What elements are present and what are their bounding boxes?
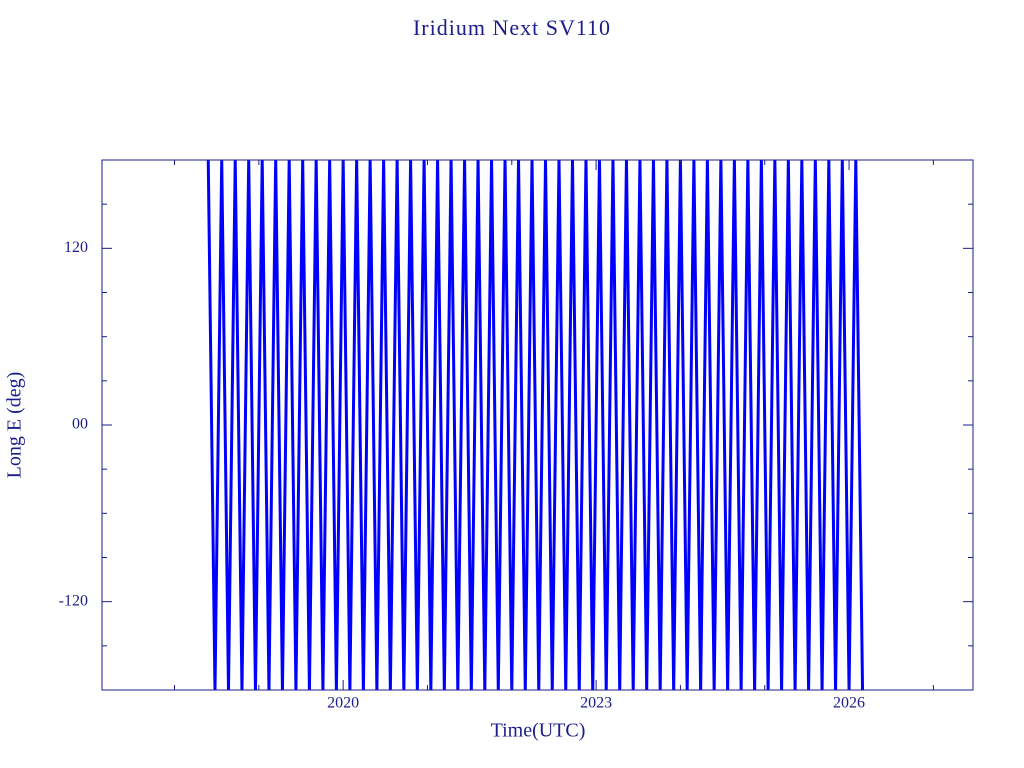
y-axis-label: Long E (deg) xyxy=(4,372,26,479)
chart-title: Iridium Next SV110 xyxy=(413,15,611,40)
y-tick-label: 120 xyxy=(64,239,88,256)
x-tick-label: 2020 xyxy=(327,695,359,712)
y-tick-label: 00 xyxy=(72,416,88,433)
x-tick-label: 2023 xyxy=(580,695,612,712)
data-line xyxy=(206,159,865,691)
y-tick-label: -120 xyxy=(59,592,88,609)
x-axis-label: Time(UTC) xyxy=(491,720,586,742)
x-tick-label: 2026 xyxy=(833,695,865,712)
